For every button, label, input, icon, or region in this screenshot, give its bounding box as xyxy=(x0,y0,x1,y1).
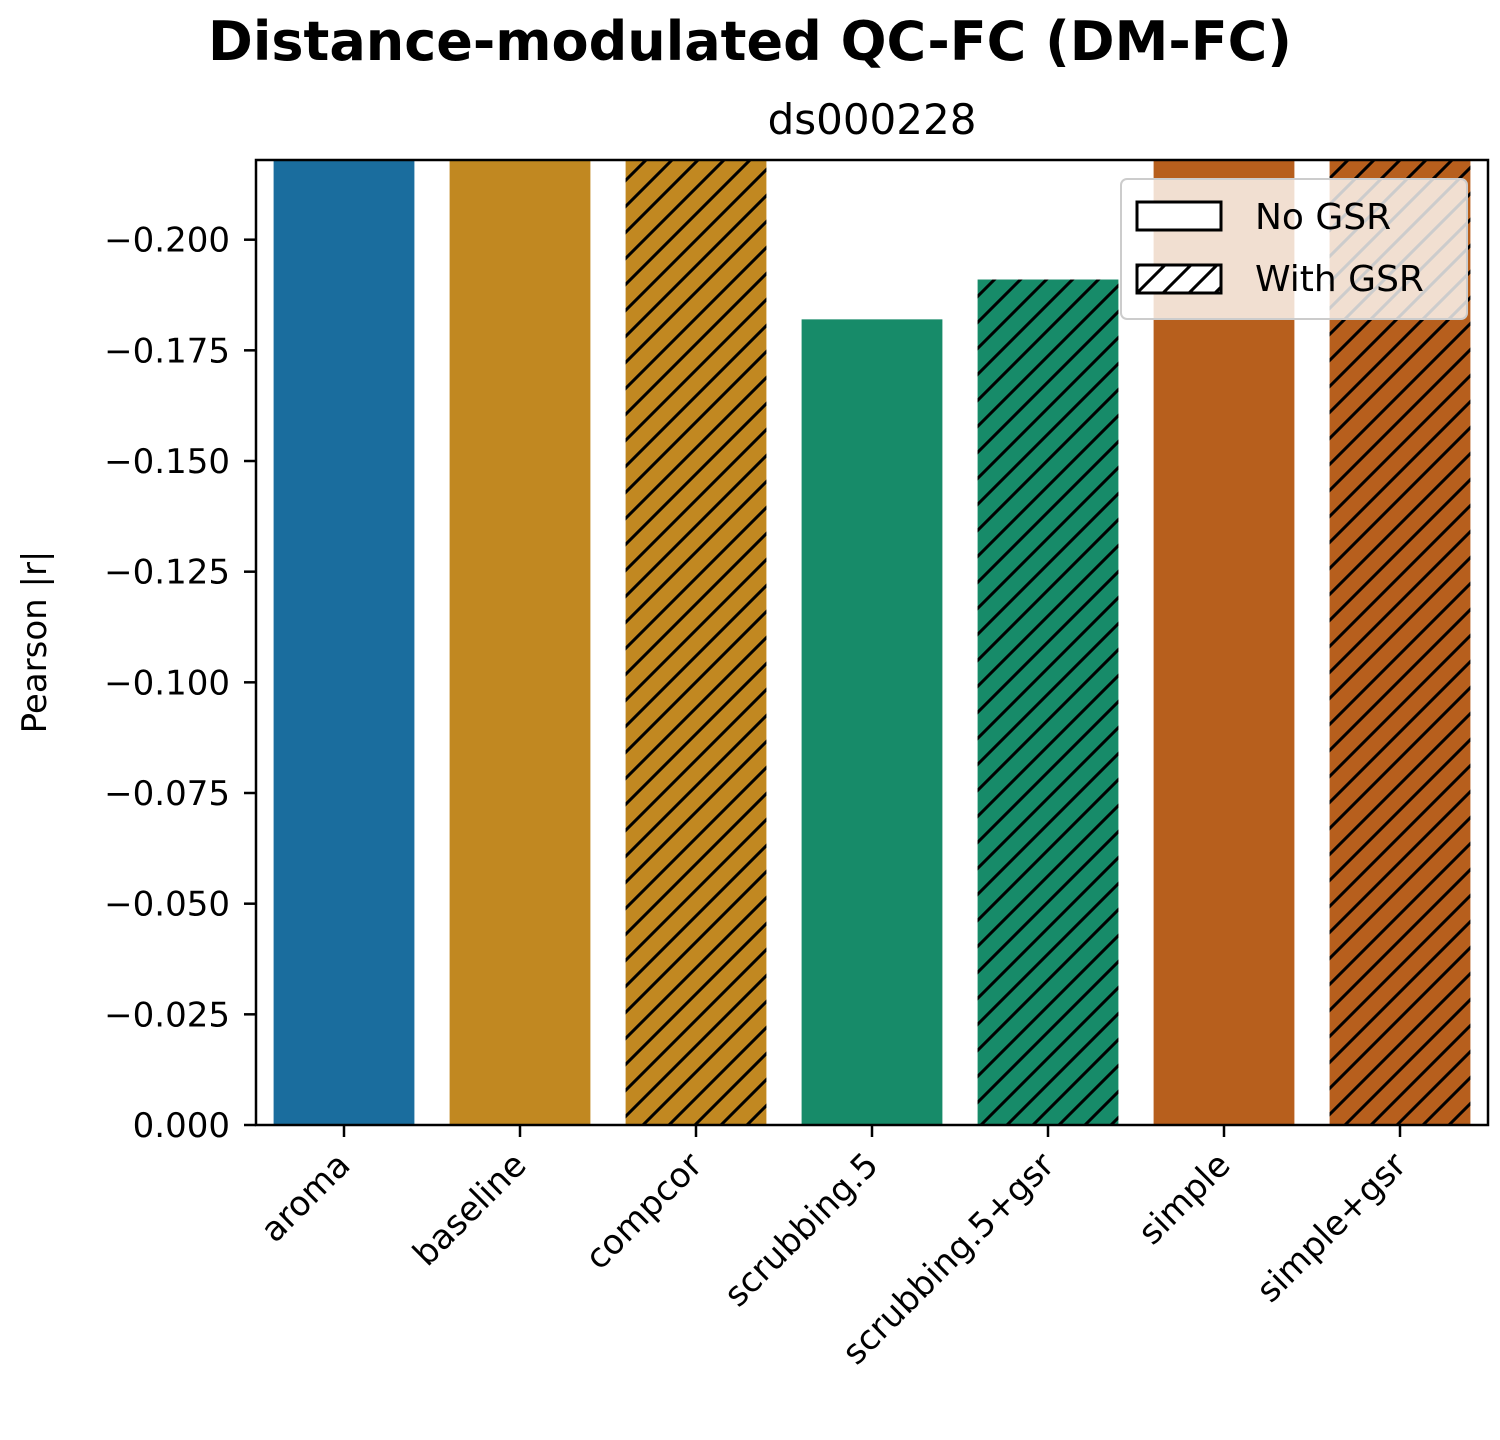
y-tick-label: −0.100 xyxy=(104,663,230,703)
y-tick-label: 0.000 xyxy=(133,1106,230,1146)
bar-scrubbing-5 xyxy=(801,319,943,1125)
y-tick-label: −0.075 xyxy=(104,774,230,814)
bar-hatch-simple-gsr xyxy=(1329,160,1471,1125)
bar-aroma xyxy=(273,160,415,1125)
y-tick-label: −0.050 xyxy=(104,885,230,925)
x-tick-label: scrubbing.5 xyxy=(717,1145,887,1315)
y-tick-label: −0.175 xyxy=(104,331,230,371)
legend-label-with-gsr: With GSR xyxy=(1255,259,1424,300)
legend-label-no-gsr: No GSR xyxy=(1255,197,1391,238)
x-tick-label: aroma xyxy=(253,1145,358,1250)
plot-frame xyxy=(254,158,1490,1127)
x-axis: aroma baseline compcor scrubbing.5scrubbing… xyxy=(253,1125,1414,1373)
chart-suptitle: Distance-modulated QC-FC (DM-FC) xyxy=(208,10,1292,73)
bar-baseline xyxy=(449,160,591,1125)
chart-subtitle: ds000228 xyxy=(768,95,977,144)
legend-swatch-with-gsr xyxy=(1135,263,1223,295)
legend-swatch-no-gsr xyxy=(1135,200,1223,232)
x-tick-label: compcor xyxy=(578,1145,711,1278)
bar-hatch-scrubbing-5-gsr xyxy=(977,279,1119,1126)
x-tick-label: baseline xyxy=(405,1145,534,1274)
y-axis: 0.000 −0.025 −0.050 −0.075 −0.100 −0.125 −0.15… xyxy=(104,221,256,1146)
y-tick-label: −0.200 xyxy=(104,221,230,261)
legend: No GSR With GSR xyxy=(1120,178,1468,320)
x-tick-label: simple+gsr xyxy=(1249,1145,1414,1310)
y-tick-label: −0.150 xyxy=(104,442,230,482)
x-tick-label: simple xyxy=(1131,1145,1239,1253)
y-axis-label: Pearson |r| xyxy=(15,551,55,734)
y-tick-label: −0.125 xyxy=(104,553,230,593)
y-tick-label: −0.025 xyxy=(104,995,230,1035)
bar-hatch-compcor xyxy=(625,160,767,1125)
bars-group xyxy=(273,160,1471,1126)
bar-simple xyxy=(1153,160,1295,1125)
